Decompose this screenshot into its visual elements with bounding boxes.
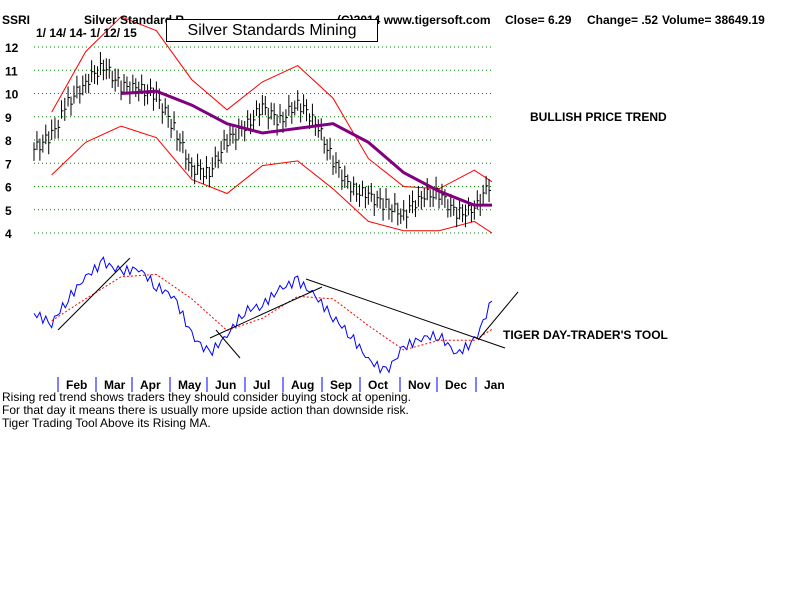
month-label-jan: Jan [484, 378, 505, 392]
month-label-aug: Aug [291, 378, 315, 392]
month-label-may: May [178, 378, 202, 392]
moving-average-line [121, 89, 492, 207]
month-label-nov: Nov [408, 378, 431, 392]
company-name-partial: Silver Standard R [84, 13, 185, 27]
change-value: Change= .52 [587, 13, 659, 27]
trendline-break [215, 329, 241, 359]
ticker: SSRI [2, 13, 31, 27]
price-grid [34, 46, 492, 234]
y-axis-ticks: 12 11 10 9 8 7 6 5 4 [5, 41, 19, 241]
month-label-dec: Dec [445, 378, 468, 392]
falling-trendline [305, 278, 506, 349]
chart-title: Silver Standards Mining [166, 19, 378, 42]
price-bars [33, 51, 492, 229]
volume-value: Volume= 38649.19 [662, 13, 765, 27]
y-tick-label: 6 [5, 181, 12, 195]
y-tick-label: 7 [5, 157, 12, 171]
y-tick-label: 9 [5, 111, 12, 125]
rising-trendline-0 [57, 257, 131, 331]
month-ticks [57, 377, 477, 392]
month-label-mar: Mar [104, 378, 126, 392]
month-label-jul: Jul [253, 378, 271, 392]
y-tick-label: 8 [5, 134, 12, 148]
tiger-tool [33, 256, 493, 375]
month-label-oct: Oct [368, 378, 389, 392]
close-value: Close= 6.29 [505, 13, 572, 27]
y-tick-label: 4 [5, 227, 12, 241]
upper-band-line [51, 16, 493, 190]
month-label-jun: Jun [215, 378, 237, 392]
note-line-3: Tiger Trading Tool Above its Rising MA. [2, 416, 211, 430]
month-label-apr: Apr [140, 378, 161, 392]
rising-trendline-2 [477, 291, 519, 341]
tool-line [33, 256, 493, 375]
month-label-feb: Feb [66, 378, 88, 392]
date-range: 1/ 14/ 14- 1/ 12/ 15 [36, 26, 137, 40]
note-line-1: Rising red trend shows traders they shou… [2, 390, 411, 404]
lower-band-line [51, 125, 493, 234]
month-label-sep: Sep [330, 378, 353, 392]
y-tick-label: 10 [5, 88, 19, 102]
trendlines [57, 257, 519, 359]
y-tick-label: 11 [5, 64, 18, 78]
y-tick-label: 12 [5, 41, 19, 55]
note-line-2: For that day it means there is usually m… [2, 403, 409, 417]
bullish-label: BULLISH PRICE TREND [530, 110, 667, 124]
moving-average [121, 89, 492, 207]
rising-trendline-1 [209, 286, 323, 339]
tool-ma-line [51, 273, 493, 351]
y-tick-label: 5 [5, 204, 12, 218]
bollinger-bands [51, 16, 493, 234]
tool-label: TIGER DAY-TRADER'S TOOL [503, 328, 668, 342]
